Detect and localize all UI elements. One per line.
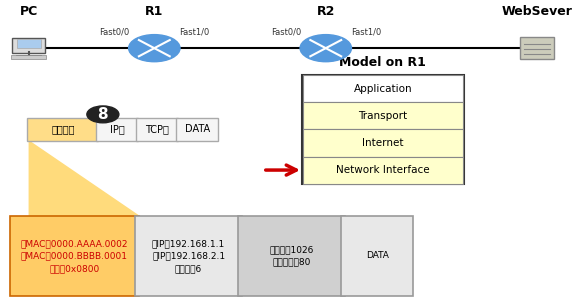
- Text: TCP头: TCP头: [145, 124, 169, 135]
- FancyBboxPatch shape: [520, 37, 554, 59]
- Text: 以太网头: 以太网头: [51, 124, 75, 135]
- FancyBboxPatch shape: [238, 216, 345, 296]
- Text: R2: R2: [317, 5, 335, 18]
- Text: Transport: Transport: [358, 111, 408, 121]
- FancyBboxPatch shape: [136, 216, 242, 296]
- Text: Fast1/0: Fast1/0: [179, 27, 209, 36]
- Text: PC: PC: [20, 5, 38, 18]
- Text: Fast0/0: Fast0/0: [99, 27, 129, 36]
- Text: 源IP：192.168.1.1
目IP：192.168.2.1
协议号：6: 源IP：192.168.1.1 目IP：192.168.2.1 协议号：6: [152, 239, 225, 273]
- FancyBboxPatch shape: [176, 118, 218, 141]
- Text: 源MAC：0000.AAAA.0002
目MAC：0000.BBBB.0001
类型：0x0800: 源MAC：0000.AAAA.0002 目MAC：0000.BBBB.0001 …: [20, 239, 128, 273]
- FancyBboxPatch shape: [303, 75, 463, 102]
- Text: IP头: IP头: [110, 124, 125, 135]
- FancyBboxPatch shape: [27, 118, 98, 141]
- Text: 源端口号1026
目的端口号80: 源端口号1026 目的端口号80: [269, 245, 314, 267]
- Text: Network Interface: Network Interface: [336, 165, 430, 175]
- Text: Model on R1: Model on R1: [339, 56, 426, 69]
- Text: DATA: DATA: [366, 251, 389, 260]
- Text: 8: 8: [97, 107, 108, 122]
- FancyBboxPatch shape: [341, 216, 413, 296]
- FancyBboxPatch shape: [303, 129, 463, 157]
- Text: R1: R1: [145, 5, 164, 18]
- Circle shape: [87, 106, 119, 123]
- Circle shape: [300, 35, 351, 62]
- Text: WebSever: WebSever: [502, 5, 572, 18]
- FancyBboxPatch shape: [96, 118, 138, 141]
- Text: DATA: DATA: [184, 124, 210, 135]
- FancyBboxPatch shape: [136, 118, 178, 141]
- FancyBboxPatch shape: [302, 75, 464, 184]
- Polygon shape: [28, 140, 154, 226]
- Text: Fast1/0: Fast1/0: [351, 27, 381, 36]
- FancyBboxPatch shape: [12, 38, 45, 52]
- FancyBboxPatch shape: [17, 39, 41, 48]
- FancyBboxPatch shape: [10, 216, 139, 296]
- Text: Fast0/0: Fast0/0: [271, 27, 301, 36]
- Text: Application: Application: [354, 84, 412, 94]
- Circle shape: [129, 35, 180, 62]
- FancyBboxPatch shape: [11, 55, 46, 59]
- FancyBboxPatch shape: [303, 102, 463, 129]
- FancyBboxPatch shape: [303, 157, 463, 184]
- Text: Internet: Internet: [362, 138, 404, 148]
